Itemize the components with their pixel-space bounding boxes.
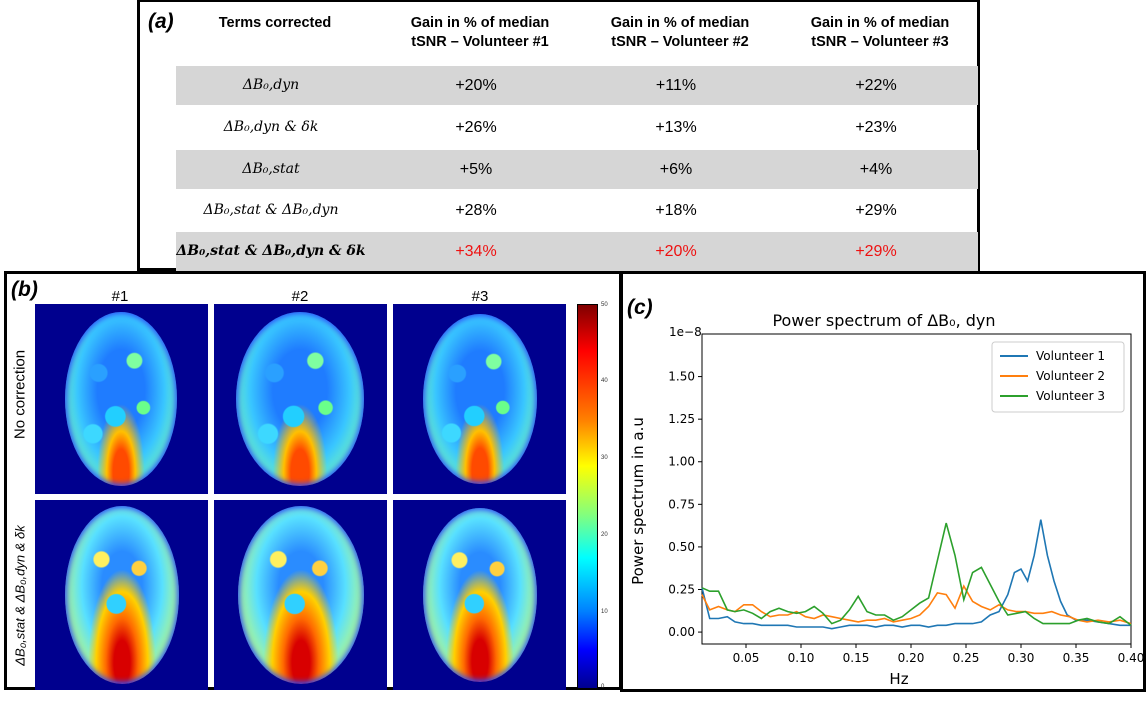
colorbar-tick: 30 [601,455,608,461]
x-tick-label: 0.35 [1063,651,1090,665]
value-cell-highlight: +29% [855,243,897,260]
row-label-corrected: ΔB₀,stat & ΔB₀,dyn & δk [12,525,28,666]
header-volunteer-3: Gain in % of median tSNR – Volunteer #3 [810,15,950,50]
panel-b-label: (b) [11,278,38,301]
value-cell: +4% [859,161,893,178]
legend-label: Volunteer 3 [1036,389,1105,403]
y-tick-label: 1.50 [668,370,695,384]
results-table-panel: (a) Terms corrected Gain in % of median t… [137,0,980,271]
row-label-no-correction: No correction [11,349,29,440]
tsnr-map-corrected-3 [393,500,566,690]
value-cell: +6% [659,161,693,178]
column-label-1: #1 [111,288,129,305]
legend-box [991,341,1125,413]
term-cell: ΔB₀,stat [242,161,300,177]
x-tick-label: 0.25 [953,651,980,665]
tsnr-map-uncorrected-2 [214,304,387,494]
panel-a-label: (a) [148,10,174,33]
header-volunteer-2: Gain in % of median tSNR – Volunteer #2 [610,15,750,50]
power-spectrum-chart: Power spectrum of ΔB₀, dyn 1e−8 0.05 0.10… [629,311,1143,688]
y-tick-label: 0.50 [668,540,695,554]
tsnr-map-corrected-1 [35,500,208,690]
value-cell-highlight: +34% [455,243,497,260]
value-cell: +29% [855,202,897,219]
value-cell: +11% [655,77,697,94]
value-cell-highlight: +20% [655,243,697,260]
value-cell: +22% [855,77,897,94]
x-tick-label: 0.10 [788,651,815,665]
plot-frame [701,333,1132,645]
colorbar-tick: 20 [601,532,608,538]
value-cell: +28% [455,202,497,219]
value-cell: +13% [655,119,697,136]
y-tick-label: 0.75 [668,497,695,511]
colorbar-tick: 10 [601,609,608,615]
chart-title: Power spectrum of ΔB₀, dyn [772,311,995,330]
brain-slice [65,312,177,486]
table-row: ΔB₀,stat +5% +6% +4% [176,150,978,189]
brain-slice [423,508,537,682]
header-terms-corrected: Terms corrected [218,15,332,31]
brain-slice [236,312,364,486]
header-volunteer-1: Gain in % of median tSNR – Volunteer #1 [410,15,550,50]
y-tick-label: 0.00 [668,625,695,639]
term-cell: ΔB₀,stat & ΔB₀,dyn & δk [176,243,366,259]
panel-c-label: (c) [627,296,653,319]
table-row: ΔB₀,stat & ΔB₀,dyn +28% +18% +29% [176,191,978,230]
column-label-2: #2 [291,288,309,305]
colorbar-tick: 40 [601,378,608,384]
series-line-volunteer-1 [701,519,1131,630]
y-axis-multiplier: 1e−8 [669,325,702,339]
tsnr-map-uncorrected-1 [35,304,208,494]
table-row: ΔB₀,dyn +20% +11% +22% [176,66,978,105]
legend-label: Volunteer 2 [1036,369,1105,383]
series-line-volunteer-3 [701,522,1132,626]
term-cell: ΔB₀,dyn & δk [223,119,319,135]
x-tick-label: 0.40 [1118,651,1143,665]
table-header: Terms corrected Gain in % of median tSNR … [140,2,977,62]
brain-slice [238,506,364,684]
x-tick-label: 0.30 [1008,651,1035,665]
power-spectrum-panel: (c) Power spectrum of ΔB₀, dyn 1e−8 0.05… [620,271,1146,692]
colorbar-tick: 0 [601,684,605,690]
value-cell: +18% [655,202,697,219]
y-tick-label: 1.25 [668,412,695,426]
x-tick-label: 0.15 [843,651,870,665]
y-tick-label: 0.25 [668,582,695,596]
y-axis-label: Power spectrum in a.u [629,417,647,585]
colorbar-tick: 50 [601,302,608,308]
x-axis-label: Hz [889,670,908,688]
x-tick-label: 0.20 [898,651,925,665]
y-tick-label: 1.00 [668,455,695,469]
column-label-3: #3 [471,288,489,305]
value-cell: +23% [855,119,897,136]
legend-label: Volunteer 1 [1036,349,1105,363]
table-row: ΔB₀,stat & ΔB₀,dyn & δk +34% +20% +29% [176,232,978,271]
series-line-volunteer-2 [701,584,1132,625]
brain-slice [423,314,537,484]
value-cell: +20% [455,77,497,94]
term-cell: ΔB₀,dyn [242,77,300,93]
brain-slice [65,506,179,684]
tsnr-map-corrected-2 [214,500,387,690]
table-row: ΔB₀,dyn & δk +26% +13% +23% [176,108,978,147]
term-cell: ΔB₀,stat & ΔB₀,dyn [203,202,339,218]
tsnr-maps-panel: (b) #1 #2 #3 No correction ΔB₀,stat & ΔB… [4,271,622,690]
value-cell: +5% [459,161,493,178]
value-cell: +26% [455,119,497,136]
colorbar [577,304,598,689]
x-tick-label: 0.05 [733,651,760,665]
tsnr-map-uncorrected-3 [393,304,566,494]
